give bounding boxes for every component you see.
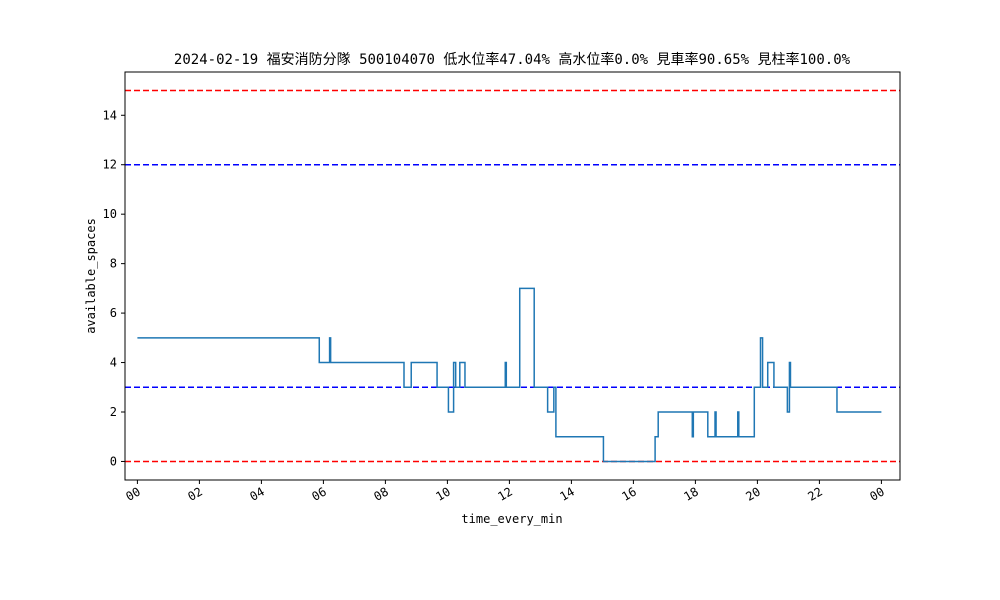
x-tick-label-9: 18 — [681, 484, 701, 503]
x-tick-label-1: 02 — [185, 484, 205, 503]
chart-title: 2024-02-19 福安消防分隊 500104070 低水位率47.04% 高… — [174, 51, 851, 68]
series-line-0 — [137, 287, 882, 463]
y-tick-label-12: 12 — [103, 158, 117, 172]
y-axis: 0 2 4 6 8 10 12 14 — [103, 108, 125, 468]
x-tick-label-4: 08 — [371, 484, 391, 503]
axes-frame — [124, 71, 901, 481]
y-tick-label-2: 2 — [110, 405, 117, 419]
y-axis-label: available_spaces — [84, 218, 98, 334]
x-tick-label-2: 04 — [247, 484, 267, 503]
x-tick-label-11: 22 — [805, 484, 825, 503]
x-tick-label-10: 20 — [743, 484, 763, 503]
y-tick-label-10: 10 — [103, 207, 117, 221]
x-tick-label-5: 10 — [433, 484, 453, 503]
x-tick-label-0: 00 — [123, 484, 143, 503]
x-axis-label: time_every_min — [461, 512, 562, 526]
y-tick-label-4: 4 — [110, 356, 117, 370]
y-tick-label-14: 14 — [103, 108, 117, 122]
x-tick-label-8: 16 — [619, 484, 639, 503]
x-tick-label-12: 00 — [867, 484, 887, 503]
y-tick-label-8: 8 — [110, 257, 117, 271]
x-tick-label-6: 12 — [495, 484, 515, 503]
y-tick-label-0: 0 — [110, 454, 117, 468]
x-axis: 00 02 04 06 08 10 12 14 16 18 20 22 00 — [123, 480, 887, 504]
y-tick-label-6: 6 — [110, 306, 117, 320]
x-tick-label-7: 14 — [557, 484, 577, 503]
x-tick-label-3: 06 — [309, 484, 329, 503]
series-layer — [137, 287, 882, 463]
